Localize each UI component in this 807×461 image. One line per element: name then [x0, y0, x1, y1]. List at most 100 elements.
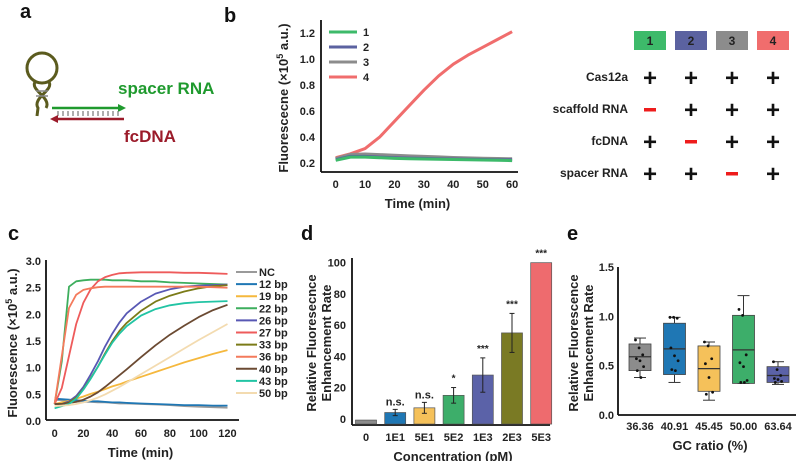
data-point-50.00 — [738, 361, 742, 365]
panel-label-c: c — [8, 223, 19, 245]
panel-label-b: b — [224, 5, 236, 27]
data-point-63.64 — [779, 374, 783, 377]
y-axis-label-line1: Relative Fluorescence — [566, 274, 581, 411]
y-tick-label: 0.6 — [300, 106, 315, 118]
x-axis-label: Time (min) — [385, 196, 451, 211]
y-axis-label-line2: Enhancement Rate — [581, 284, 596, 401]
plus-sign: + — [766, 161, 780, 188]
y-tick-label: 0.8 — [300, 80, 315, 92]
data-point-36.36 — [641, 353, 645, 357]
bar-0 — [355, 419, 377, 425]
data-point-40.91 — [670, 368, 674, 372]
plus-sign: + — [766, 65, 780, 92]
data-point-50.00 — [745, 379, 749, 382]
plus-sign: + — [766, 129, 780, 156]
data-point-45.45 — [703, 340, 706, 344]
y-axis-label-line1: Relative Fluoresecnce — [304, 274, 319, 411]
y-tick-label: 1.0 — [599, 311, 614, 323]
x-axis-label: Concentration (pM) — [393, 449, 512, 461]
y-tick-label: 0.5 — [26, 389, 41, 401]
x-tick-label: 20 — [77, 428, 89, 440]
y-axis-label: Fluorescence (×105 a.u.) — [4, 268, 20, 417]
column-header-label-3: 3 — [729, 34, 736, 48]
fcdna-label: fcDNA — [124, 127, 176, 146]
y-tick-label: 2.0 — [26, 309, 41, 321]
row-label: scaffold RNA — [553, 102, 629, 116]
data-point-40.91 — [669, 346, 673, 350]
column-header-label-2: 2 — [688, 34, 695, 48]
y-tick-label: 80 — [334, 289, 346, 301]
legend-label-4: 4 — [363, 72, 370, 84]
y-axis-label-unit: a.u.) — [5, 268, 20, 298]
data-point-40.91 — [675, 316, 679, 320]
y-tick-label: 0.2 — [300, 158, 315, 170]
x-tick-label: 1E1 — [385, 432, 405, 444]
data-point-36.36 — [634, 338, 637, 342]
plus-sign: + — [725, 97, 739, 124]
x-tick-label: 40 — [106, 428, 118, 440]
y-axis-label-superscript: 5 — [4, 299, 14, 304]
plus-sign: + — [766, 97, 780, 124]
column-header-box-1 — [634, 31, 666, 50]
x-tick-label: 60 — [506, 179, 518, 191]
significance-label-2E3: *** — [506, 299, 518, 310]
x-tick-label: 100 — [189, 428, 207, 440]
legend-label-27-bp: 27 bp — [259, 328, 288, 340]
data-point-63.64 — [773, 377, 776, 380]
spacer-arrowhead-icon — [118, 104, 126, 112]
x-tick-label: 80 — [164, 428, 176, 440]
minus-sign — [726, 172, 738, 176]
x-tick-label: 60 — [135, 428, 147, 440]
condition-table: 1 2 3 4 Cas12a + + + + scaffold RNA + + + fcDNA + + + spa… — [553, 31, 789, 188]
x-tick-label: 5E3 — [531, 432, 551, 444]
series-line-1 — [335, 155, 513, 163]
x-axis-label: GC ratio (%) — [672, 438, 747, 453]
data-point-45.45 — [707, 376, 711, 379]
y-tick-label: 2.5 — [26, 283, 41, 295]
x-tick-label: 0 — [333, 179, 339, 191]
x-tick-label: 63.64 — [764, 421, 792, 433]
data-point-40.91 — [672, 315, 675, 319]
significance-label-1E1: n.s. — [386, 396, 405, 408]
data-point-63.64 — [780, 380, 783, 383]
row-label: fcDNA — [591, 134, 628, 148]
data-point-40.91 — [668, 315, 672, 319]
data-point-63.64 — [776, 378, 780, 381]
column-header-box-2 — [675, 31, 707, 50]
legend-label-22-bp: 22 bp — [259, 303, 288, 315]
bar-5E3 — [530, 262, 553, 425]
series-line-4 — [335, 30, 513, 160]
series-line-40-bp — [54, 303, 228, 405]
x-tick-label: 50.00 — [730, 421, 758, 433]
data-point-50.00 — [743, 381, 746, 384]
spacer-rna-label: spacer RNA — [118, 79, 214, 98]
plus-sign: + — [643, 161, 657, 188]
legend-label-19-bp: 19 bp — [259, 291, 288, 303]
x-tick-label: 20 — [388, 179, 400, 191]
y-tick-label: 20 — [334, 383, 346, 395]
data-point-36.36 — [637, 346, 641, 350]
legend-label-3: 3 — [363, 57, 369, 69]
x-tick-label: 40 — [447, 179, 459, 191]
x-tick-label: 40.91 — [661, 421, 689, 433]
data-point-45.45 — [706, 344, 710, 348]
data-point-45.45 — [711, 390, 714, 394]
data-point-50.00 — [739, 381, 743, 384]
y-axis-label: Fluorescecne (×105 a.u.) — [275, 23, 291, 172]
series-line-27-bp — [53, 271, 228, 405]
y-tick-label: 0.0 — [26, 416, 41, 428]
minus-sign — [644, 108, 656, 112]
x-tick-label: 2E3 — [502, 432, 522, 444]
y-tick-label: 1.0 — [26, 363, 41, 375]
data-point-40.91 — [674, 369, 677, 372]
legend-label-1: 1 — [363, 27, 369, 39]
chart-d: 0 20 40 60 80 100 0 n.s. 1E1 n.s. 5E1 * 5E2 *** 1E3 ***… — [304, 249, 553, 461]
data-point-63.64 — [773, 381, 777, 384]
y-tick-label: 0.5 — [599, 361, 614, 373]
y-tick-label: 0.4 — [300, 132, 316, 144]
data-point-63.64 — [772, 360, 775, 364]
significance-label-1E3: *** — [477, 344, 489, 355]
significance-label-5E2: * — [452, 374, 456, 385]
row-label: Cas12a — [586, 70, 628, 84]
